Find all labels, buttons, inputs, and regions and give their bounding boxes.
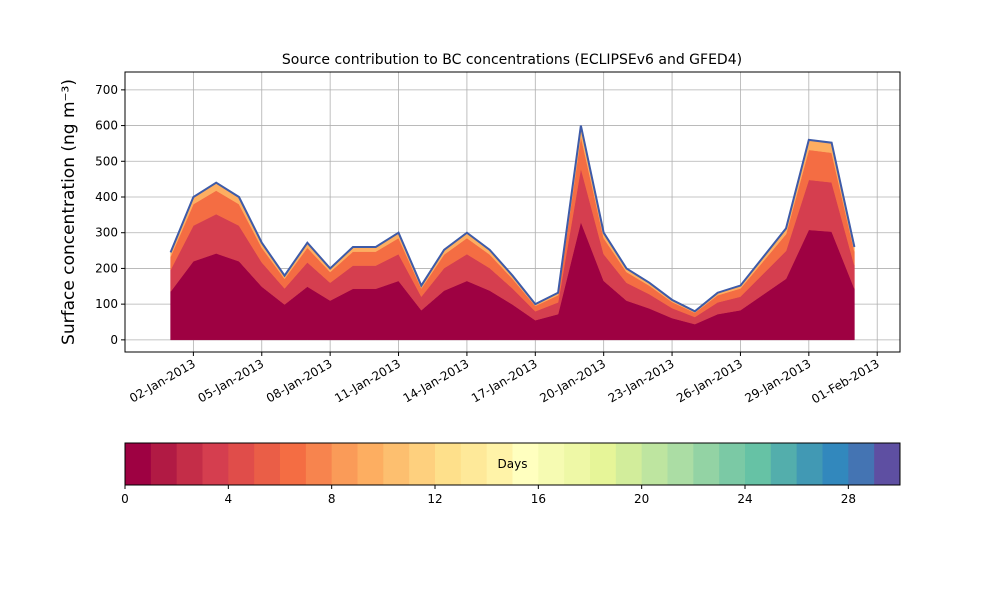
colorbar-tick-label: 12 [427, 492, 442, 506]
colorbar-swatch [409, 443, 436, 485]
colorbar-swatch [512, 443, 539, 485]
y-tick-label: 500 [95, 154, 118, 168]
x-tick-label: 02-Jan-2013 [127, 356, 198, 405]
area-outline [169, 125, 856, 313]
y-tick-label: 600 [95, 119, 118, 133]
x-tick-label: 05-Jan-2013 [195, 356, 266, 405]
colorbar-swatch [202, 443, 229, 485]
colorbar-swatch [357, 443, 384, 485]
colorbar-swatch [176, 443, 203, 485]
y-axis-label: Surface concentration (ng m⁻³) [59, 79, 79, 345]
colorbar-swatch [150, 443, 178, 485]
colorbar-swatch [745, 443, 772, 485]
colorbar-tick-label: 16 [531, 492, 546, 506]
colorbar-label: Days [498, 457, 528, 471]
colorbar-tick-label: 28 [841, 492, 856, 506]
y-tick-label: 200 [95, 261, 118, 275]
x-tick-label: 17-Jan-2013 [469, 356, 540, 405]
colorbar-swatch [667, 443, 694, 485]
colorbar-tick-label: 24 [737, 492, 752, 506]
colorbar-swatch [590, 443, 617, 485]
colorbar-swatch [305, 443, 333, 485]
colorbar-swatch [641, 443, 668, 485]
colorbar-frame [124, 442, 901, 486]
y-tick-label: 100 [95, 297, 118, 311]
x-tick-label: 23-Jan-2013 [606, 356, 677, 405]
plot-frame [124, 71, 901, 353]
colorbar-swatch [796, 443, 823, 485]
y-tick-label: 700 [95, 83, 118, 97]
colorbar-tick-label: 20 [634, 492, 649, 506]
colorbar-swatch [693, 443, 720, 485]
colorbar-swatch [228, 443, 255, 485]
y-tick-label: 0 [110, 333, 118, 347]
x-tick-label: 01-Feb-2013 [809, 356, 882, 406]
y-tick-label: 400 [95, 190, 118, 204]
y-tick-label: 300 [95, 226, 118, 240]
colorbar-swatch [848, 443, 875, 485]
colorbar-swatch [615, 443, 643, 485]
x-tick-label: 20-Jan-2013 [537, 356, 608, 405]
colorbar-swatch [822, 443, 849, 485]
chart-title: Source contribution to BC concentrations… [282, 52, 742, 68]
colorbar-swatch [719, 443, 746, 485]
colorbar-tick-label: 8 [328, 492, 336, 506]
colorbar-swatch [538, 443, 565, 485]
colorbar-swatch [125, 443, 152, 485]
colorbar-swatch [383, 443, 410, 485]
colorbar-swatch [564, 443, 591, 485]
x-tick-label: 14-Jan-2013 [401, 356, 472, 405]
colorbar-swatch [331, 443, 358, 485]
colorbar-tick-label: 4 [225, 492, 233, 506]
colorbar-swatch [874, 443, 901, 485]
colorbar-swatch [770, 443, 798, 485]
colorbar-tick-label: 0 [121, 492, 129, 506]
colorbar-swatch [280, 443, 307, 485]
colorbar-swatch [254, 443, 281, 485]
x-tick-label: 29-Jan-2013 [743, 356, 814, 405]
x-tick-label: 08-Jan-2013 [264, 356, 335, 405]
colorbar-swatch [460, 443, 488, 485]
colorbar-swatch [435, 443, 462, 485]
colorbar-swatch [486, 443, 513, 485]
x-tick-label: 26-Jan-2013 [674, 356, 745, 405]
x-tick-label: 11-Jan-2013 [332, 356, 403, 405]
